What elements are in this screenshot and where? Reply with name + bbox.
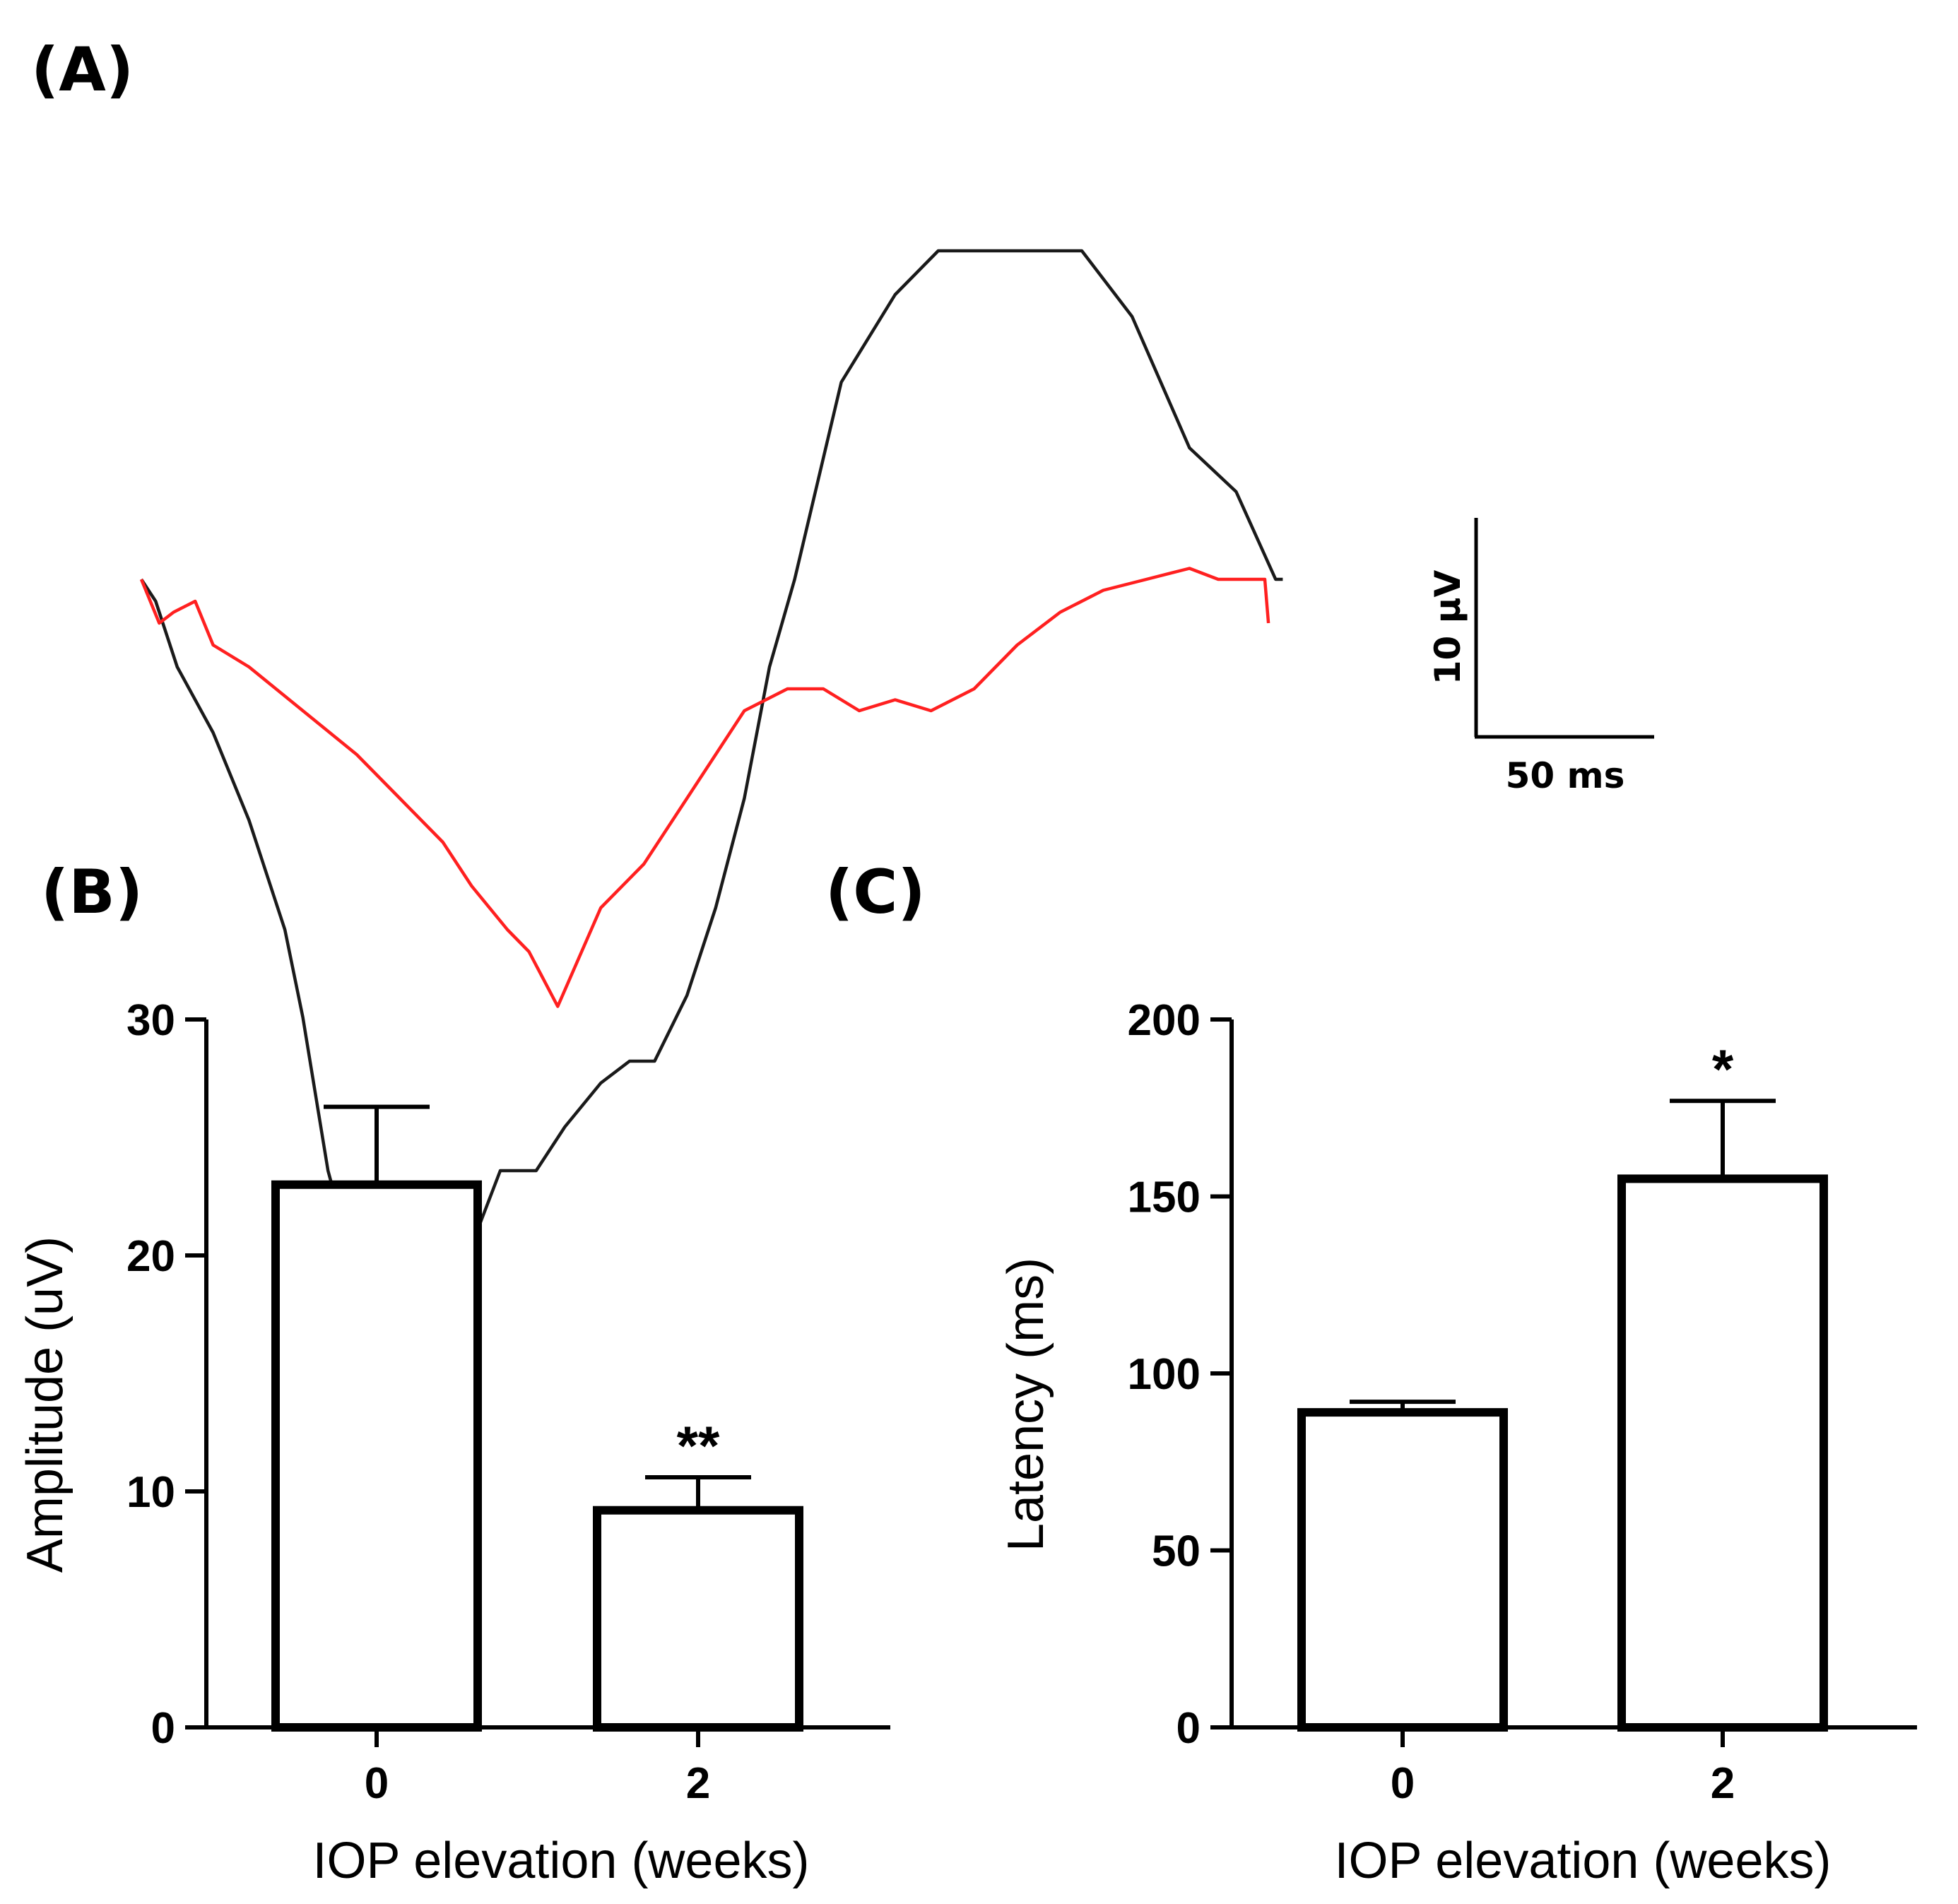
amplitude-y-axis-title: Amplitude (uV) bbox=[17, 1236, 73, 1573]
panel-label-a: (A) bbox=[31, 35, 134, 105]
y-tick-label: 0 bbox=[151, 1704, 175, 1753]
y-tick-label: 30 bbox=[126, 996, 175, 1045]
y-tick-label: 0 bbox=[1176, 1704, 1201, 1753]
y-tick-label: 50 bbox=[1152, 1527, 1201, 1576]
bar bbox=[1617, 1174, 1828, 1732]
x-tick-label: 2 bbox=[1711, 1759, 1735, 1808]
latency-bar-chart: Latency (ms) IOP elevation (weeks) 0 50 10… bbox=[998, 996, 1917, 1889]
significance-marker: * bbox=[1712, 1038, 1734, 1100]
iop-trace-line bbox=[139, 567, 1270, 1008]
bar bbox=[1297, 1408, 1508, 1732]
amplitude-bar-chart: Amplitude (uV) IOP elevation (weeks) 0 10… bbox=[17, 996, 890, 1889]
y-tick-label: 100 bbox=[1128, 1350, 1201, 1399]
bar bbox=[271, 1180, 482, 1732]
significance-marker: ** bbox=[677, 1414, 720, 1477]
x-tick-label: 2 bbox=[686, 1759, 710, 1808]
latency-x-axis-title: IOP elevation (weeks) bbox=[1335, 1833, 1832, 1889]
scale-bar-voltage-label: 10 μV bbox=[1427, 569, 1468, 685]
y-tick-label: 150 bbox=[1128, 1173, 1201, 1222]
latency-y-axis-title: Latency (ms) bbox=[998, 1258, 1054, 1551]
scale-bar: 10 μV 50 ms bbox=[1427, 518, 1654, 796]
x-tick-label: 0 bbox=[365, 1759, 389, 1808]
bar bbox=[593, 1506, 803, 1732]
trace-panel bbox=[139, 249, 1283, 1282]
y-tick-label: 200 bbox=[1128, 996, 1201, 1045]
amplitude-x-axis-title: IOP elevation (weeks) bbox=[313, 1833, 810, 1889]
panel-label-c: (C) bbox=[825, 857, 926, 928]
x-tick-label: 0 bbox=[1391, 1759, 1415, 1808]
control-trace-line bbox=[140, 249, 1283, 1282]
y-tick-label: 20 bbox=[126, 1232, 175, 1281]
y-tick-label: 10 bbox=[126, 1468, 175, 1517]
scale-bar-time-label: 50 ms bbox=[1506, 755, 1625, 796]
panel-label-b: (B) bbox=[41, 857, 143, 928]
